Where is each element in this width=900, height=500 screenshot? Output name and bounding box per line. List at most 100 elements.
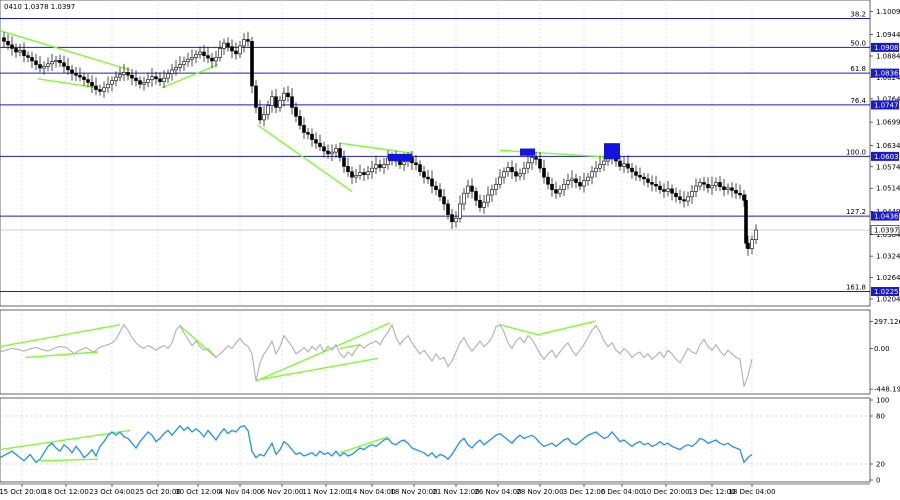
candle-body-172 — [686, 196, 690, 202]
candle-body-4 — [14, 48, 18, 53]
candle-body-81 — [322, 146, 326, 152]
candle-body-67 — [266, 105, 270, 115]
candle-body-5 — [18, 49, 22, 53]
fib-label-1: 50.0 — [850, 39, 866, 47]
candle-body-163 — [650, 182, 654, 185]
candle-body-50 — [198, 51, 202, 55]
candle-body-164 — [654, 183, 658, 187]
candle-body-37 — [146, 79, 150, 83]
candle-body-169 — [674, 192, 678, 198]
candle-body-79 — [314, 139, 318, 144]
candle-body-23 — [90, 82, 94, 87]
candle-body-52 — [206, 55, 210, 59]
current-price-label: 1.0397 — [874, 227, 899, 235]
time-tick-label-8: 14 Nov 04:00 — [348, 488, 395, 496]
price-tick-label-7: 1.0574 — [876, 163, 900, 171]
rsi-green-line-0 — [0, 429, 131, 451]
candle-body-186 — [742, 194, 746, 201]
price-tick-label-8: 1.0514 — [876, 185, 900, 193]
candle-body-80 — [318, 142, 322, 148]
candle-body-120 — [478, 200, 482, 208]
candle-body-187 — [744, 200, 748, 244]
blue-marker-2 — [604, 143, 620, 160]
candle-body-141 — [562, 183, 566, 190]
candle-body-140 — [558, 189, 562, 194]
candle-body-48 — [190, 57, 194, 60]
candle-body-182 — [726, 187, 730, 190]
candle-body-39 — [154, 76, 158, 80]
time-tick-label-7: 11 Nov 12:00 — [302, 488, 349, 496]
cci-green-line-1 — [24, 351, 99, 359]
candle-body-118 — [470, 185, 474, 192]
price-label-2: 1.0747 — [874, 101, 899, 109]
candle-body-40 — [158, 78, 162, 82]
candle-body-95 — [378, 164, 382, 168]
price-label-4: 1.0436 — [874, 213, 899, 221]
candle-body-127 — [506, 167, 510, 173]
time-tick-label-4: 30 Oct 12:00 — [175, 488, 221, 496]
candle-body-82 — [326, 150, 330, 155]
fib-label-5: 127.2 — [846, 208, 866, 216]
candle-body-184 — [734, 190, 738, 194]
cci-tick-label-2: -448.1936 — [874, 386, 900, 394]
price-green-line-5 — [499, 149, 616, 159]
candle-body-142 — [566, 180, 570, 185]
current-price-box — [870, 225, 900, 235]
cci-green-line-7 — [537, 320, 597, 336]
candle-body-51 — [202, 51, 206, 56]
candle-body-85 — [338, 148, 342, 158]
time-tick-label-14: 6 Dec 04:00 — [601, 488, 644, 496]
rsi-grid — [0, 398, 870, 482]
candle-body-68 — [270, 96, 274, 106]
time-tick-label-11: 26 Nov 04:00 — [474, 488, 521, 496]
price-tick-label-3: 1.0824 — [876, 74, 900, 82]
candle-body-137 — [546, 176, 550, 185]
candle-body-73 — [290, 96, 294, 108]
candle-body-135 — [538, 158, 542, 169]
candle-body-77 — [306, 132, 310, 135]
candle-body-116 — [462, 192, 466, 205]
candle-body-6 — [22, 49, 26, 56]
candle-body-56 — [222, 42, 226, 49]
fib-label-6: 161.8 — [846, 283, 866, 291]
candle-body-145 — [578, 182, 582, 187]
price-axis: 1.1009 1.0944 1.0884 1.0824 1.0764 1.0699 1.06… — [870, 8, 900, 303]
candle-body-111 — [442, 196, 446, 205]
candle-body-185 — [738, 192, 742, 196]
candle-body-30 — [118, 74, 122, 78]
candle-body-144 — [574, 178, 578, 183]
candle-body-33 — [130, 74, 134, 79]
candle-body-87 — [346, 166, 350, 173]
rsi-tick-label-1: 80 — [876, 413, 885, 421]
cci-green-line-0 — [0, 324, 121, 348]
price-label-box-1 — [871, 68, 899, 78]
candle-body-165 — [658, 185, 662, 190]
candle-body-157 — [626, 163, 630, 169]
candle-body-134 — [534, 157, 538, 160]
candle-body-189 — [750, 239, 754, 249]
candle-body-178 — [710, 185, 714, 189]
candle-body-93 — [370, 167, 374, 173]
price-tick-label-10: 1.0384 — [876, 231, 900, 239]
candle-body-31 — [122, 72, 126, 75]
candle-body-54 — [214, 57, 218, 62]
candle-body-29 — [114, 76, 118, 81]
candle-body-176 — [702, 182, 706, 185]
cci-panel — [0, 309, 871, 395]
price-candles — [2, 31, 758, 256]
candle-body-156 — [622, 163, 626, 167]
candle-body-155 — [618, 160, 622, 167]
blue-marker-0 — [388, 153, 412, 162]
fib-label-3: 76.4 — [850, 97, 866, 105]
candle-body-181 — [722, 186, 726, 190]
candle-body-10 — [38, 64, 42, 69]
candle-body-71 — [282, 92, 286, 101]
candle-body-18 — [70, 69, 74, 74]
candle-body-19 — [74, 73, 78, 76]
price-label-box-3 — [871, 151, 899, 161]
price-label-box-2 — [871, 100, 899, 110]
candle-body-55 — [218, 48, 222, 58]
candle-body-86 — [342, 157, 346, 167]
candle-body-28 — [110, 80, 114, 85]
fib-label-0: 38.2 — [850, 10, 866, 18]
